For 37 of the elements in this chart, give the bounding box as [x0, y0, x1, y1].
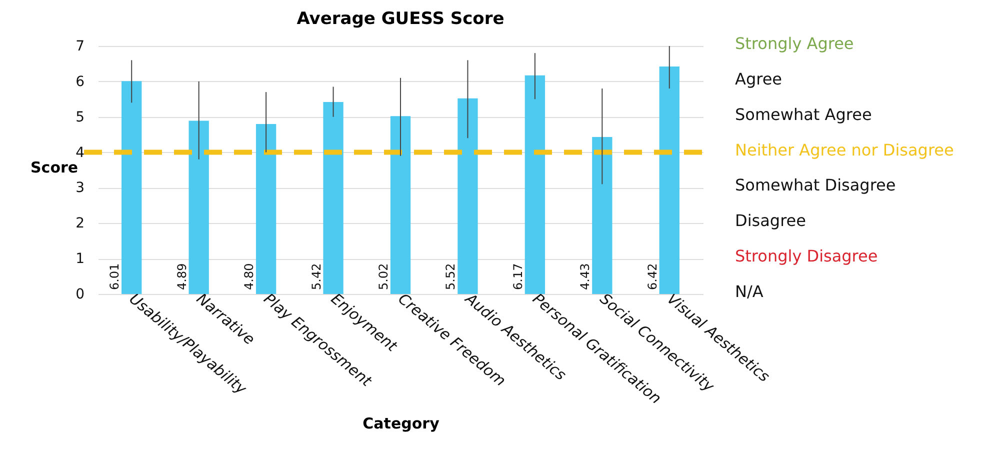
y-tick-label: 4 [76, 144, 85, 161]
text: N/A [735, 282, 764, 301]
text: Somewhat Disagree [735, 176, 896, 195]
text: Neither Agree nor Disagree [735, 140, 954, 160]
data-label: 5.52 [444, 263, 458, 290]
bar [323, 102, 344, 294]
data-label: 5.42 [309, 263, 324, 290]
y-tick-label: 7 [76, 38, 84, 54]
data-label: 6.42 [645, 263, 660, 290]
bar [256, 124, 276, 294]
text: Agree [735, 69, 782, 88]
y-tick-label: 6 [76, 74, 85, 90]
y-tick-label: 5 [76, 109, 84, 126]
y-tick-label: 0 [76, 286, 84, 302]
bar [524, 75, 546, 294]
bar [458, 98, 478, 294]
chart-title: Average GUESS Score [296, 9, 504, 29]
text: Strongly Disagree [735, 246, 878, 266]
y-tick-label: 1 [76, 251, 84, 268]
y-axis-title: Score [30, 158, 78, 176]
text: Strongly Agree [735, 34, 854, 53]
text: Disagree [735, 211, 806, 230]
data-label: 6.01 [108, 263, 122, 290]
text: Somewhat Agree [735, 104, 872, 124]
y-tick-label: 2 [76, 216, 84, 232]
bar [122, 81, 142, 294]
data-label: 4.80 [242, 263, 256, 290]
data-label: 6.17 [510, 263, 525, 290]
bar [390, 116, 411, 294]
data-label: 4.43 [578, 263, 592, 290]
data-label: 5.02 [376, 263, 390, 290]
bar [592, 137, 612, 294]
y-tick-label: 3 [76, 180, 84, 196]
bar [188, 120, 209, 294]
bar [659, 66, 680, 294]
data-label: 4.89 [174, 263, 189, 290]
x-axis-title: Category [362, 414, 440, 433]
